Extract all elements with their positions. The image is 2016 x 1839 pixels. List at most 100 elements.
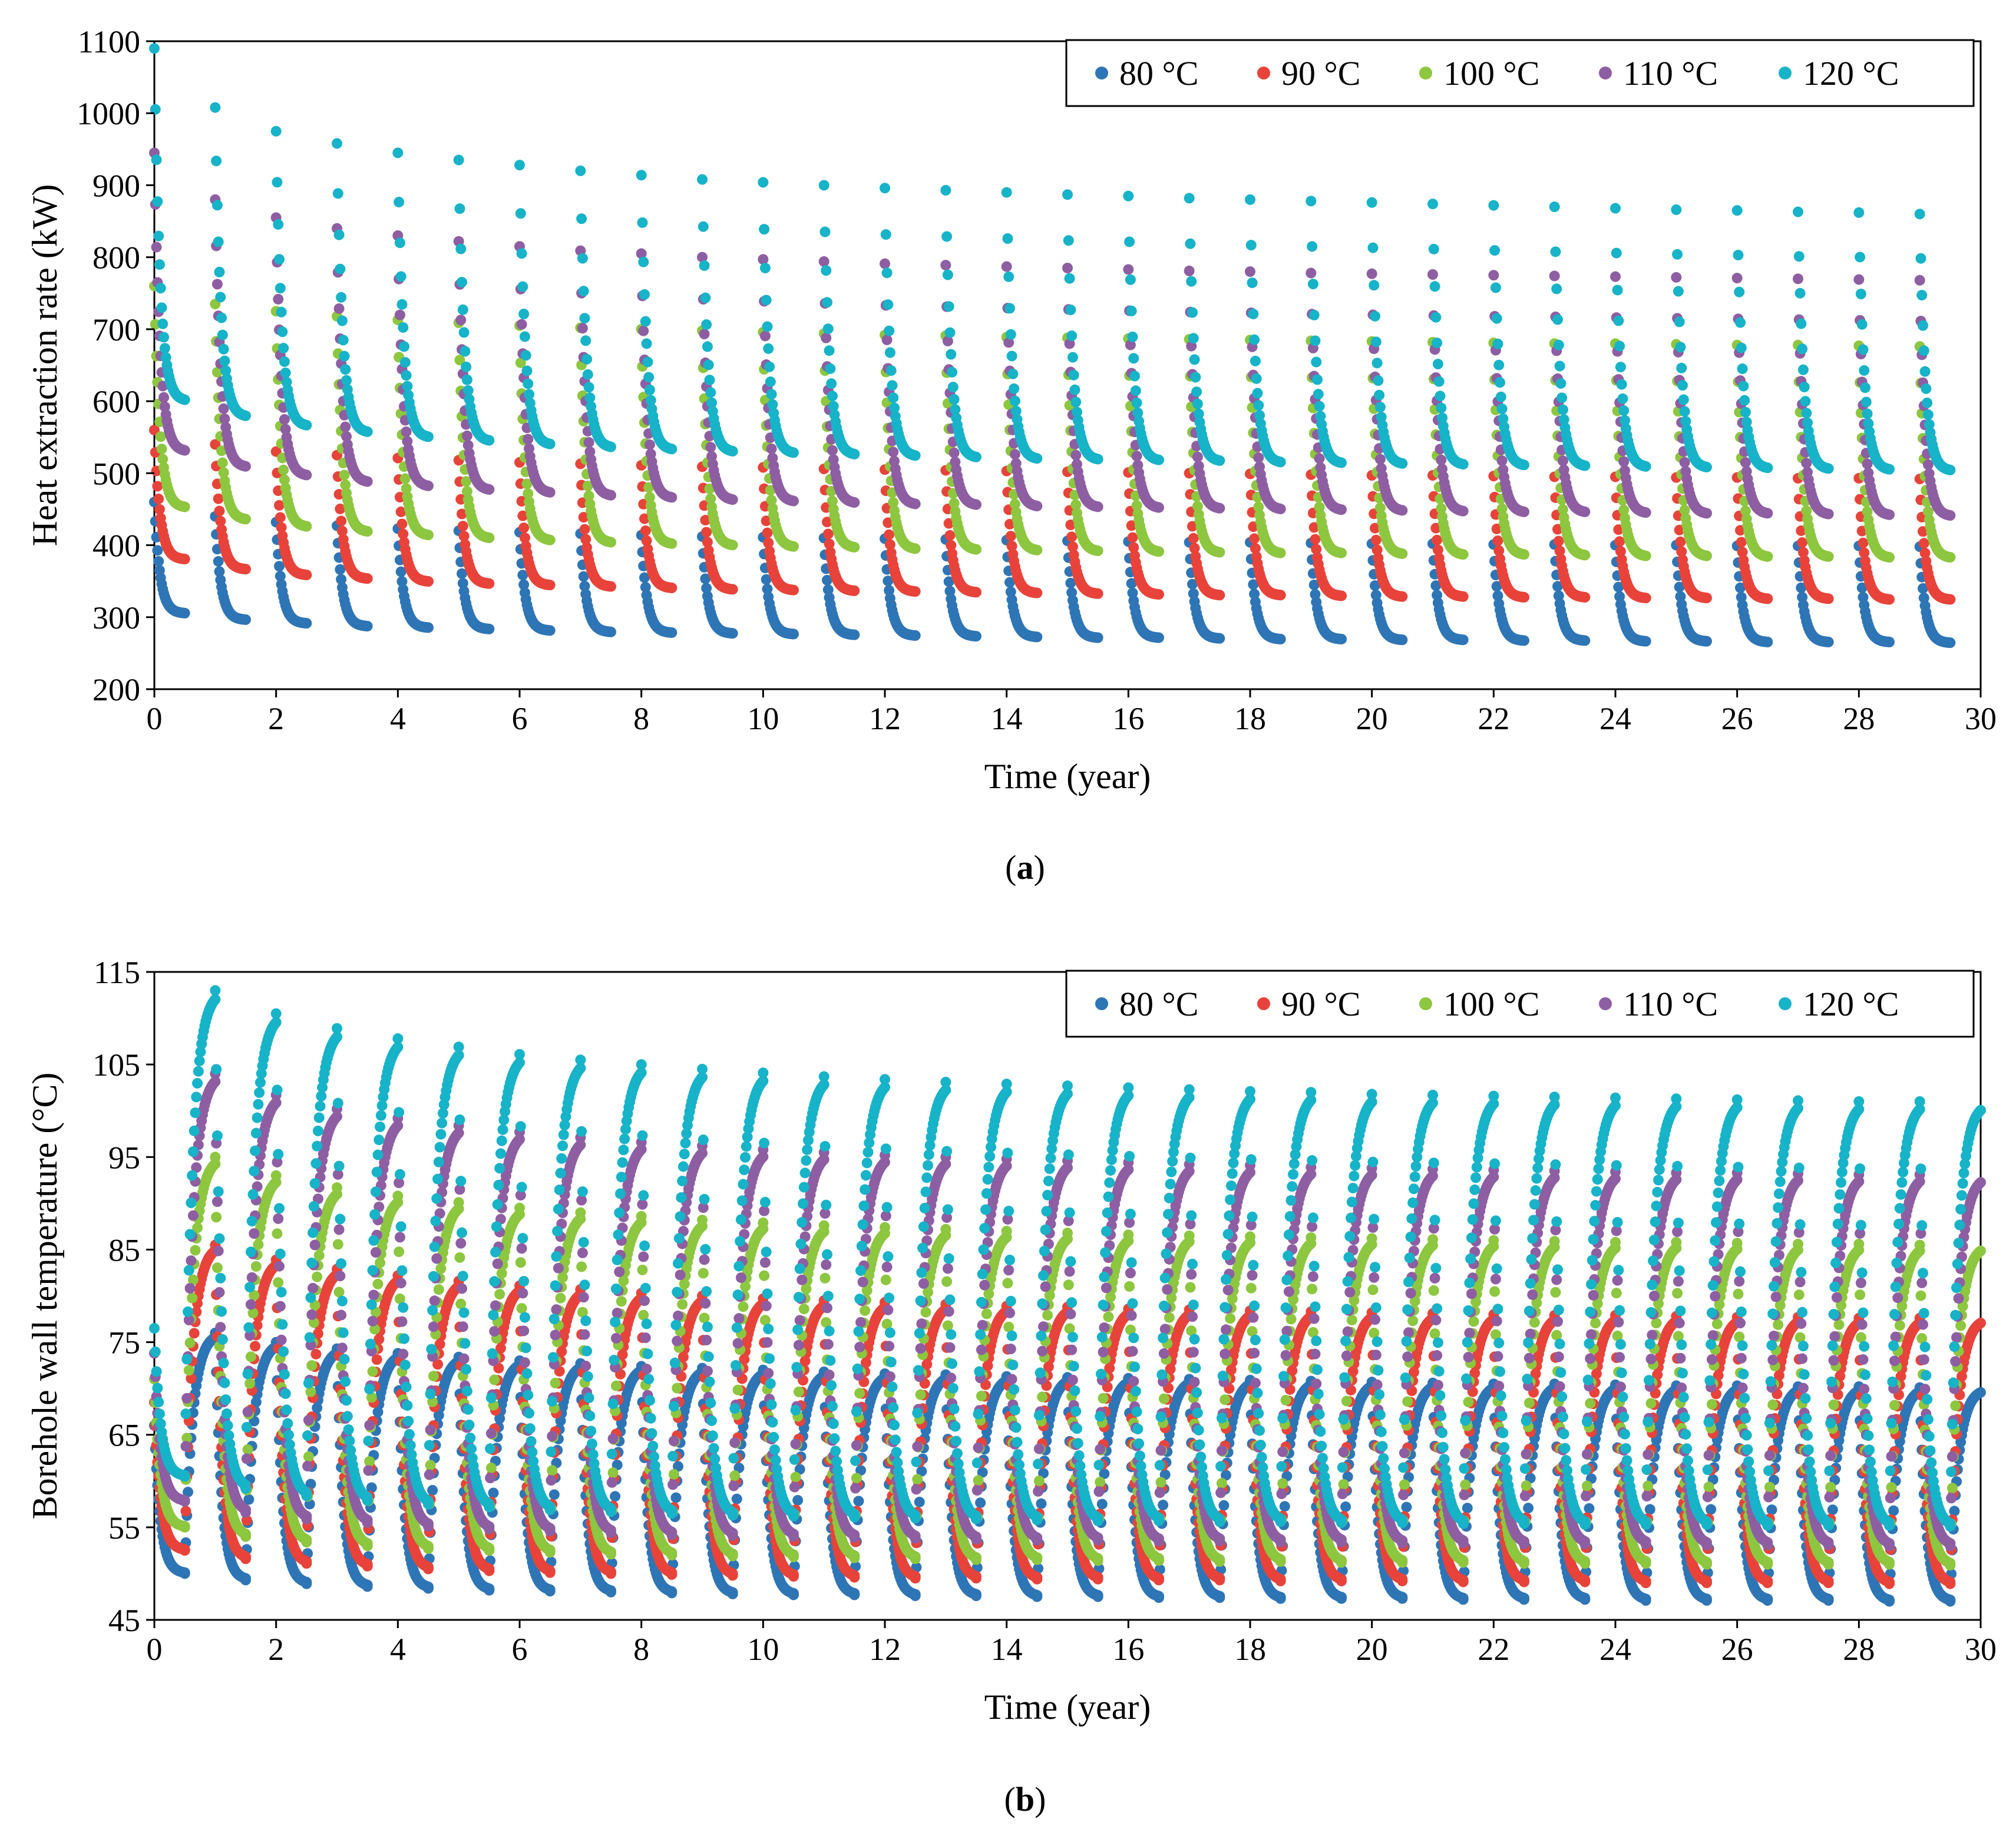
data-point bbox=[764, 361, 775, 372]
data-point bbox=[1610, 203, 1621, 214]
data-point bbox=[1735, 317, 1746, 328]
data-point bbox=[341, 375, 352, 386]
series-120C bbox=[149, 43, 1956, 475]
data-point bbox=[152, 481, 163, 492]
data-point bbox=[701, 319, 712, 330]
data-point bbox=[1922, 409, 1934, 420]
data-point bbox=[423, 576, 434, 587]
data-point bbox=[818, 180, 829, 191]
data-point bbox=[1192, 451, 1203, 462]
data-point bbox=[1127, 587, 1138, 598]
data-point bbox=[759, 263, 771, 274]
data-point bbox=[1336, 547, 1347, 558]
data-point bbox=[762, 527, 773, 538]
data-point bbox=[240, 614, 251, 625]
data-point bbox=[640, 581, 651, 593]
data-point bbox=[1618, 405, 1630, 416]
data-point bbox=[883, 299, 894, 310]
data-point bbox=[278, 464, 289, 475]
data-point bbox=[1701, 593, 1712, 604]
data-point bbox=[1916, 290, 1928, 301]
data-point bbox=[666, 627, 677, 638]
data-point bbox=[396, 576, 408, 587]
data-point bbox=[606, 581, 616, 592]
data-point bbox=[151, 154, 162, 166]
data-point bbox=[399, 341, 410, 352]
data-point bbox=[1701, 550, 1712, 561]
data-point bbox=[1306, 267, 1317, 279]
data-point bbox=[214, 266, 225, 277]
data-point bbox=[1245, 240, 1257, 251]
data-point bbox=[948, 447, 960, 458]
data-point bbox=[1002, 233, 1013, 244]
data-point bbox=[1065, 577, 1076, 588]
y-tick-label: 600 bbox=[92, 384, 140, 419]
data-point bbox=[516, 248, 527, 259]
data-point bbox=[606, 489, 616, 501]
data-point bbox=[578, 571, 589, 582]
data-point bbox=[788, 447, 799, 458]
data-point bbox=[362, 476, 373, 487]
data-point bbox=[638, 325, 649, 336]
data-point bbox=[766, 443, 777, 454]
data-point bbox=[1552, 581, 1564, 592]
data-point bbox=[788, 629, 799, 640]
data-point bbox=[1009, 383, 1020, 394]
x-tick-label: 10 bbox=[747, 701, 779, 736]
data-point bbox=[395, 566, 406, 577]
data-point bbox=[699, 260, 710, 271]
data-point bbox=[1062, 263, 1073, 273]
data-point bbox=[213, 556, 224, 567]
data-point bbox=[699, 329, 710, 340]
data-point bbox=[1549, 201, 1560, 213]
data-point bbox=[637, 217, 648, 228]
data-point bbox=[152, 545, 163, 556]
series-80C bbox=[149, 497, 1956, 649]
data-point bbox=[484, 532, 495, 544]
x-axis-label-a: Time (year) bbox=[984, 757, 1151, 796]
data-point bbox=[423, 1583, 434, 1594]
data-point bbox=[1007, 368, 1019, 379]
data-point bbox=[910, 586, 921, 597]
data-point bbox=[1673, 286, 1684, 297]
data-point bbox=[1366, 268, 1377, 279]
data-point bbox=[159, 343, 170, 354]
data-point bbox=[1762, 462, 1773, 474]
data-point bbox=[577, 323, 588, 334]
data-point bbox=[1858, 591, 1869, 603]
data-point bbox=[1618, 456, 1630, 467]
data-point bbox=[943, 576, 954, 587]
data-point bbox=[575, 166, 586, 176]
data-point bbox=[1701, 461, 1712, 472]
data-point bbox=[214, 505, 225, 517]
data-point bbox=[1640, 636, 1651, 647]
series-110C bbox=[149, 147, 1956, 521]
data-point bbox=[1070, 396, 1082, 408]
x-tick-label: 8 bbox=[633, 701, 649, 736]
data-point bbox=[1762, 593, 1773, 604]
data-point bbox=[399, 357, 411, 368]
data-point bbox=[336, 515, 347, 527]
data-point bbox=[484, 578, 495, 589]
data-point bbox=[1009, 449, 1020, 460]
data-point bbox=[275, 283, 286, 294]
legend-label: 100 °C bbox=[1443, 54, 1539, 92]
data-point bbox=[157, 318, 168, 329]
data-point bbox=[762, 583, 773, 594]
data-point bbox=[1859, 365, 1870, 376]
data-point bbox=[759, 224, 770, 235]
data-point bbox=[332, 188, 343, 199]
data-point bbox=[179, 501, 190, 512]
data-point bbox=[335, 564, 346, 575]
data-point bbox=[1731, 273, 1743, 284]
data-point bbox=[519, 331, 530, 342]
data-point bbox=[394, 309, 405, 320]
data-point bbox=[1800, 396, 1811, 407]
data-point bbox=[1640, 593, 1651, 604]
data-point bbox=[1556, 392, 1568, 403]
data-point bbox=[396, 518, 408, 530]
data-point bbox=[1154, 589, 1164, 600]
data-point bbox=[822, 528, 834, 540]
data-point bbox=[1154, 454, 1164, 465]
data-point bbox=[948, 393, 960, 405]
